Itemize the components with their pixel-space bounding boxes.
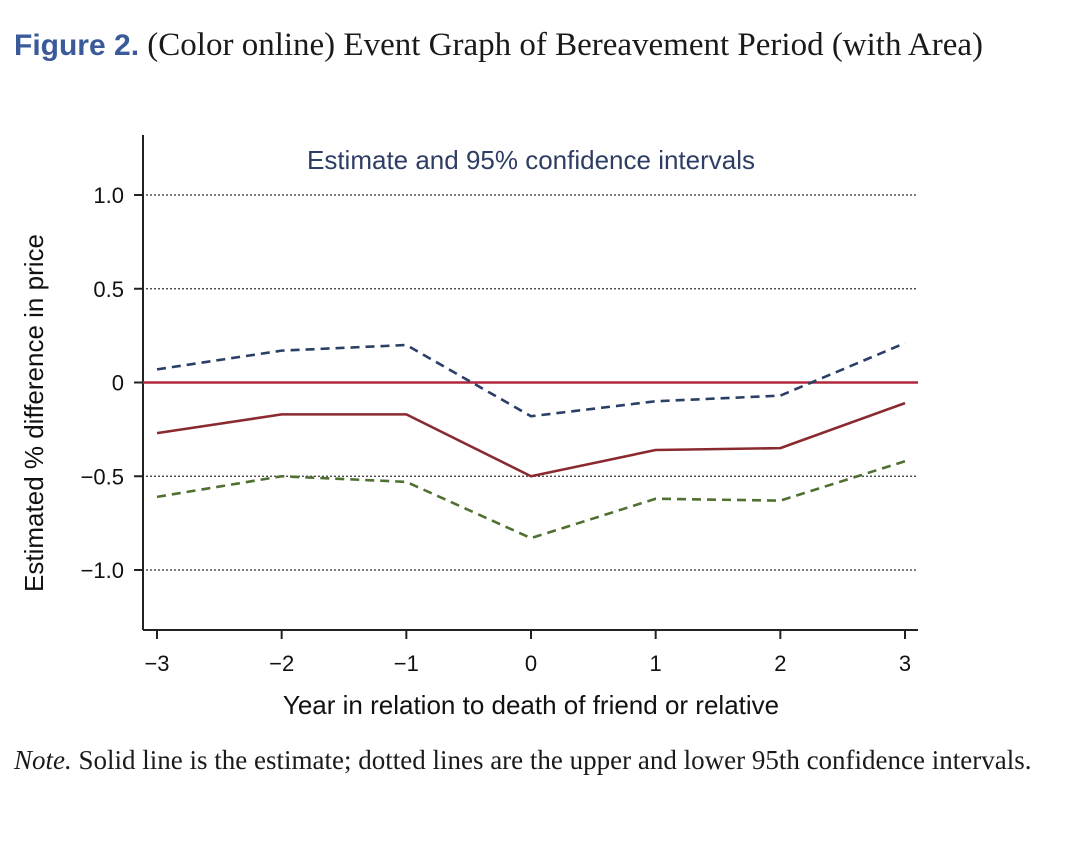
figure-caption-text: (Color online) Event Graph of Bereavemen… <box>147 27 984 63</box>
event-graph-chart: 1.0 0.5 0 −0.5 −1.0 −3 −2 −1 0 1 2 3 Estimate and … <box>19 135 918 720</box>
y-tick-label: 0 <box>112 371 124 396</box>
x-tick-label: 2 <box>774 651 786 676</box>
x-axis-label: Year in relation to death of friend or r… <box>283 690 779 720</box>
y-axis-ticks: 1.0 0.5 0 −0.5 −1.0 <box>81 183 143 583</box>
x-tick-label: −1 <box>394 651 419 676</box>
x-axis-ticks: −3 −2 −1 0 1 2 3 <box>144 630 911 676</box>
x-tick-label: −3 <box>144 651 169 676</box>
note-label: Note. <box>14 745 72 775</box>
x-tick-label: 0 <box>525 651 537 676</box>
series-line-estimate <box>156 401 906 478</box>
figure-label: Figure 2. <box>14 29 140 62</box>
figure-note: Note. Solid line is the estimate; dotted… <box>14 743 1064 778</box>
y-axis-label: Estimated % difference in price <box>19 234 49 592</box>
y-tick-label: 1.0 <box>93 183 124 208</box>
note-text: Solid line is the estimate; dotted lines… <box>78 745 1032 775</box>
x-tick-label: −2 <box>269 651 294 676</box>
x-tick-label: 3 <box>899 651 911 676</box>
series-lines <box>156 341 906 540</box>
figure-caption: Figure 2. (Color online) Event Graph of … <box>14 26 1054 65</box>
series-line-lower <box>156 460 906 540</box>
y-tick-label: −0.5 <box>81 464 124 489</box>
series-line-upper <box>156 341 906 418</box>
y-tick-label: −1.0 <box>81 558 124 583</box>
y-tick-label: 0.5 <box>93 277 124 302</box>
x-tick-label: 1 <box>650 651 662 676</box>
chart-title: Estimate and 95% confidence intervals <box>307 145 755 175</box>
